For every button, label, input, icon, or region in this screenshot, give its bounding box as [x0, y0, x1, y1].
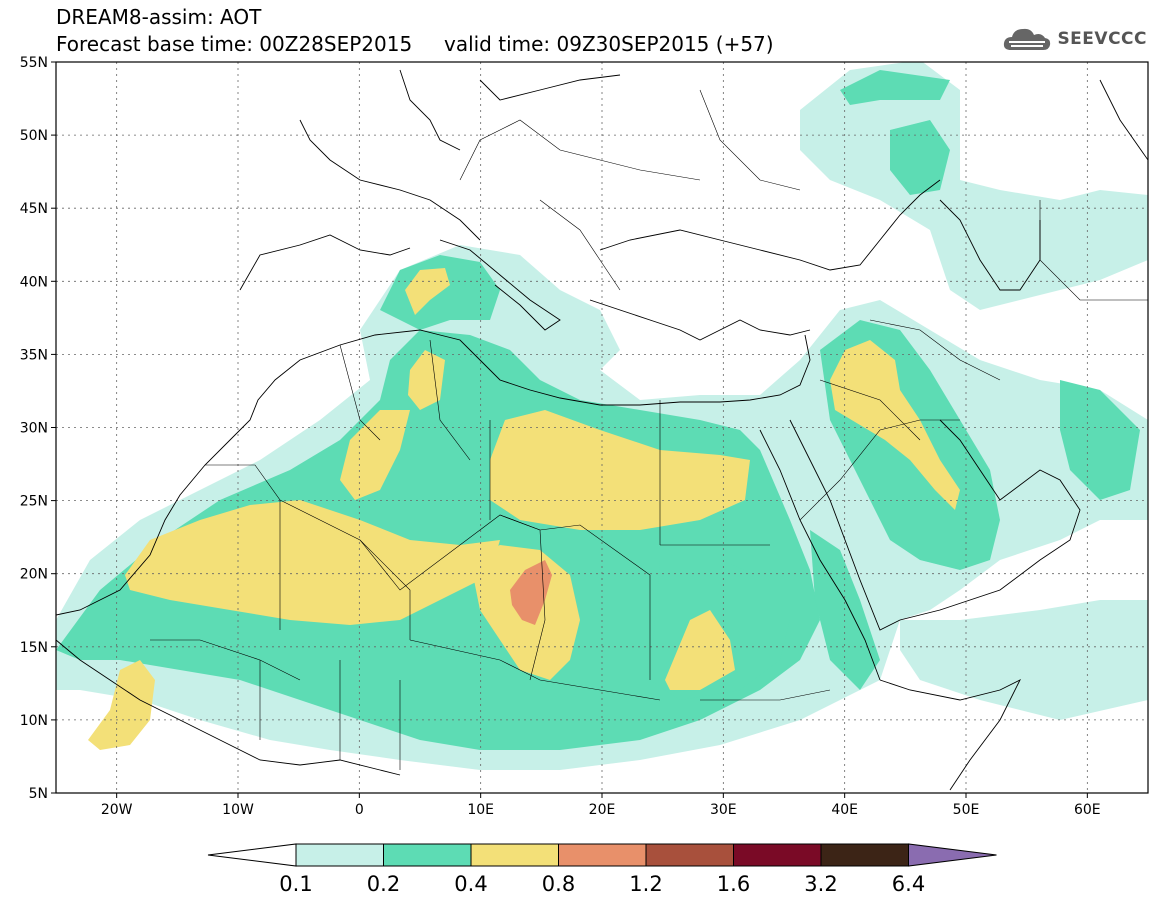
- lat-tick-label: 25N: [20, 494, 48, 510]
- lon-tick-label: 20W: [101, 802, 133, 818]
- map-title: DREAM8-assim: AOT: [56, 5, 262, 29]
- lon-tick-label: 20E: [589, 802, 616, 818]
- logo: SEEVCCC: [1001, 24, 1147, 54]
- colorbar-lower-triangle: [207, 843, 297, 867]
- aot-contour-0.2-caspian-b: [840, 70, 950, 105]
- lat-tick-label: 5N: [29, 786, 48, 802]
- cloud-icon: [1004, 28, 1051, 50]
- aot-contour-0.4-sudan: [665, 610, 735, 690]
- colorbar-label: 0.8: [542, 872, 575, 896]
- grid-lines: [56, 62, 1148, 793]
- aot-contour-0.1-caspian: [800, 62, 1148, 310]
- colorbar-upper-triangle: [908, 843, 997, 867]
- lon-tick-label: 60E: [1074, 802, 1101, 818]
- aot-contour-0.8-chad: [510, 560, 552, 625]
- lat-tick-label: 20N: [20, 567, 48, 583]
- aot-contour-0.4-tunisia: [408, 350, 445, 410]
- aot-contour-0.2-caspian-a: [890, 120, 950, 195]
- lon-tick-label: 40E: [831, 802, 858, 818]
- lon-tick-label: 10W: [222, 802, 254, 818]
- longitude-axis: 20W 10W 0 10E 20E 30E 40E 50E 60E: [101, 793, 1101, 818]
- country-borders: [150, 89, 1148, 770]
- colorbar-swatch: [470, 843, 559, 867]
- coastlines: [56, 69, 1148, 791]
- lon-tick-label: 10E: [467, 802, 494, 818]
- colorbar-label: 1.6: [717, 872, 750, 896]
- lon-tick-label: 30E: [710, 802, 737, 818]
- aot-contour-0.4-westsahara: [125, 500, 500, 625]
- aot-contour-0.1-arabia: [900, 600, 1148, 720]
- colorbar-swatch: [820, 843, 909, 867]
- aot-contour-0.2-sahara: [56, 330, 820, 750]
- lat-tick-label: 30N: [20, 421, 48, 437]
- colorbar-swatch: [558, 843, 647, 867]
- colorbar-label: 6.4: [892, 872, 925, 896]
- lon-tick-label: 50E: [953, 802, 980, 818]
- aot-contour-0.2-iran: [1060, 380, 1140, 500]
- logo-text: SEEVCCC: [1057, 29, 1147, 49]
- colorbar-swatch: [645, 843, 734, 867]
- lon-tick-label: 0: [355, 802, 364, 818]
- lat-tick-label: 55N: [20, 55, 48, 71]
- colorbar-label: 3.2: [804, 872, 837, 896]
- aot-contour-0.4-atlantic: [88, 660, 155, 750]
- colorbar-label: 0.2: [367, 872, 400, 896]
- lat-tick-label: 40N: [20, 274, 48, 290]
- forecast-time-line: Forecast base time: 00Z28SEP2015 valid t…: [56, 32, 774, 56]
- aot-contour-0.4-libya: [490, 410, 750, 530]
- lat-tick-label: 10N: [20, 713, 48, 729]
- colorbar-label: 0.4: [454, 872, 487, 896]
- aot-contour-0.4-sardinia: [405, 268, 450, 315]
- lat-tick-label: 50N: [20, 128, 48, 144]
- lat-tick-label: 15N: [20, 640, 48, 656]
- colorbar-swatch: [295, 843, 384, 867]
- aot-contour-0.4-algeria: [340, 410, 410, 500]
- colorbar-swatch: [733, 843, 822, 867]
- colorbar-swatch: [383, 843, 472, 867]
- aot-contour-0.4-iraq: [830, 340, 960, 510]
- lat-tick-label: 45N: [20, 201, 48, 217]
- colorbar-label: 1.2: [629, 872, 662, 896]
- lat-tick-label: 35N: [20, 347, 48, 363]
- colorbar-label: 0.1: [279, 872, 312, 896]
- latitude-axis: 55N 50N 45N 40N 35N 30N 25N 20N 15N 10N 5N: [20, 55, 56, 802]
